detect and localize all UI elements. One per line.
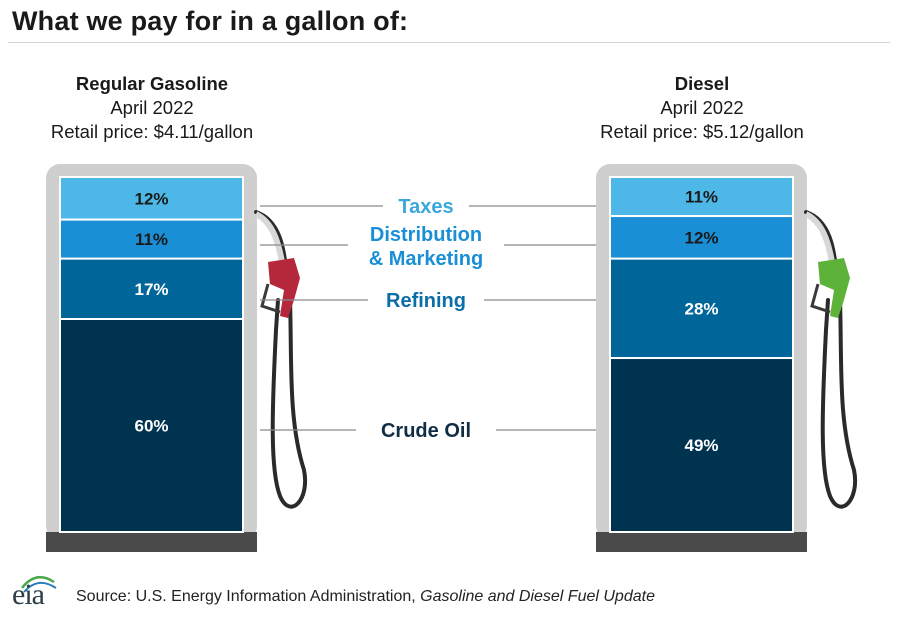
component-label-line: Crude Oil	[381, 420, 471, 442]
gasoline-label-refining: 17%	[134, 280, 168, 299]
diesel-label-refining: 28%	[684, 299, 718, 318]
diesel-bar-refining	[609, 257, 794, 360]
gasoline-period: April 2022	[110, 97, 194, 118]
component-label-line: Taxes	[398, 196, 453, 218]
diesel-header: Diesel April 2022 Retail price: $5.12/ga…	[552, 72, 852, 144]
source-prefix: Source: U.S. Energy Information Administ…	[76, 588, 421, 605]
gasoline-label-distribution: 11%	[135, 230, 168, 249]
source-note: Source: U.S. Energy Information Administ…	[76, 588, 655, 606]
eia-logo: eia	[12, 578, 45, 611]
diesel-price: Retail price: $5.12/gallon	[600, 121, 804, 142]
source-publication: Gasoline and Diesel Fuel Update	[420, 588, 655, 605]
gasoline-price: Retail price: $4.11/gallon	[50, 121, 254, 142]
diesel-nozzle	[818, 258, 850, 318]
gasoline-nozzle-guard	[260, 283, 281, 314]
gasoline-label-taxes: 12%	[134, 189, 168, 208]
diesel-label-taxes: 11%	[685, 188, 718, 207]
gasoline-header: Regular Gasoline April 2022 Retail price…	[2, 72, 302, 144]
gasoline-bar-refining	[59, 257, 244, 320]
diesel-label-distribution: 12%	[684, 228, 718, 247]
gasoline-name: Regular Gasoline	[75, 73, 229, 94]
diesel-label-crude: 49%	[684, 436, 718, 455]
component-label-distribution: Distribution & Marketing	[369, 224, 483, 270]
diesel-name: Diesel	[674, 73, 730, 94]
gasoline-nozzle	[268, 258, 300, 318]
gasoline-bar-taxes	[59, 176, 244, 221]
gasoline-bar-crude	[59, 318, 244, 533]
page-title: What we pay for in a gallon of:	[12, 6, 409, 36]
diesel-bar-distribution	[609, 215, 794, 260]
diesel-hose-sleeve	[804, 211, 835, 263]
component-label-line: & Marketing	[369, 248, 483, 270]
gasoline-bar-distribution	[59, 218, 244, 260]
gasoline-pump-base	[46, 532, 257, 552]
title-divider	[8, 42, 890, 43]
diesel-period: April 2022	[660, 97, 744, 118]
component-label-line: Refining	[386, 290, 466, 312]
component-label-crude: Crude Oil	[381, 420, 471, 442]
component-label-refining: Refining	[386, 290, 466, 312]
component-label-line: Distribution	[370, 224, 482, 246]
diesel-bar-crude	[609, 357, 794, 533]
eia-logo-arc	[21, 575, 55, 589]
component-label-taxes: Taxes	[398, 196, 453, 218]
eia-logo-arc-blue	[23, 581, 57, 593]
gasoline-hose-sleeve	[254, 211, 285, 263]
diesel-nozzle-guard	[810, 283, 831, 314]
gasoline-label-crude: 60%	[134, 417, 168, 436]
diesel-pump-base	[596, 532, 807, 552]
